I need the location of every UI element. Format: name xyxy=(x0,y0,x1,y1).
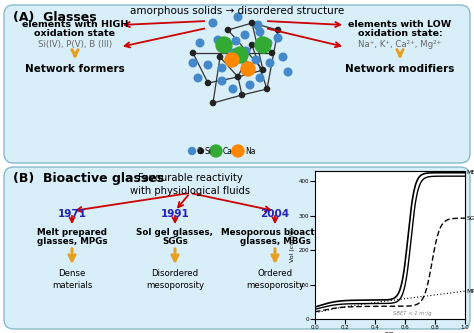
Text: MPGs: MPGs xyxy=(466,289,474,294)
Circle shape xyxy=(266,59,274,67)
Text: Ordered
mesoporosity: Ordered mesoporosity xyxy=(246,269,304,290)
Circle shape xyxy=(229,49,237,57)
Text: MBGs: MBGs xyxy=(466,170,474,175)
Text: Melt prepared: Melt prepared xyxy=(37,228,107,237)
Circle shape xyxy=(204,61,212,69)
Circle shape xyxy=(234,13,242,21)
Circle shape xyxy=(218,77,226,85)
Circle shape xyxy=(189,59,197,67)
Text: 1991: 1991 xyxy=(161,209,190,219)
Circle shape xyxy=(242,47,250,55)
Circle shape xyxy=(236,74,241,80)
Circle shape xyxy=(269,50,274,56)
Text: (B)  Bioactive glasses: (B) Bioactive glasses xyxy=(13,172,164,185)
Circle shape xyxy=(241,31,249,39)
Text: oxidation state: oxidation state xyxy=(35,29,116,38)
Text: SBET < 1 m²/g: SBET < 1 m²/g xyxy=(393,311,432,316)
Circle shape xyxy=(255,37,271,53)
Circle shape xyxy=(242,61,250,69)
Circle shape xyxy=(199,149,203,154)
Text: Na: Na xyxy=(245,147,255,156)
Text: Network formers: Network formers xyxy=(25,64,125,74)
Circle shape xyxy=(246,81,254,89)
Circle shape xyxy=(229,85,237,93)
Circle shape xyxy=(214,36,222,44)
Circle shape xyxy=(264,39,272,47)
Text: SGGs: SGGs xyxy=(466,216,474,221)
Text: oxidation state:: oxidation state: xyxy=(357,29,442,38)
Text: 1971: 1971 xyxy=(57,209,86,219)
Circle shape xyxy=(218,64,226,72)
Text: glasses, MBGs: glasses, MBGs xyxy=(239,237,310,246)
Circle shape xyxy=(216,37,232,53)
Text: Dense
materials: Dense materials xyxy=(52,269,92,290)
Circle shape xyxy=(279,53,287,61)
Circle shape xyxy=(209,19,217,27)
Text: Na⁺, K⁺, Ca²⁺, Mg²⁺: Na⁺, K⁺, Ca²⁺, Mg²⁺ xyxy=(358,40,442,49)
Circle shape xyxy=(225,53,239,67)
Circle shape xyxy=(249,20,255,26)
Circle shape xyxy=(241,62,255,76)
Text: elements with LOW: elements with LOW xyxy=(348,20,452,29)
Text: Sol gel glasses,: Sol gel glasses, xyxy=(137,228,213,237)
Text: glasses, MPGs: glasses, MPGs xyxy=(36,237,107,246)
Text: Disordered
mesoporosity: Disordered mesoporosity xyxy=(146,269,204,290)
Circle shape xyxy=(196,39,204,47)
Circle shape xyxy=(210,145,222,157)
Text: Si: Si xyxy=(204,147,211,156)
Circle shape xyxy=(252,56,260,64)
FancyBboxPatch shape xyxy=(4,5,470,163)
Circle shape xyxy=(254,21,262,29)
Circle shape xyxy=(274,34,282,42)
Circle shape xyxy=(249,42,255,48)
Circle shape xyxy=(264,86,270,92)
Text: elements with HIGH: elements with HIGH xyxy=(22,20,128,29)
Circle shape xyxy=(232,37,240,45)
Circle shape xyxy=(210,101,216,106)
Text: Network modifiers: Network modifiers xyxy=(346,64,455,74)
Y-axis label: Vol (cm³/g): Vol (cm³/g) xyxy=(290,228,295,262)
Circle shape xyxy=(260,67,265,73)
Circle shape xyxy=(256,28,264,36)
Text: (A)  Glasses: (A) Glasses xyxy=(13,11,97,24)
Text: SGGs: SGGs xyxy=(162,237,188,246)
Text: amorphous solids → disordered structure: amorphous solids → disordered structure xyxy=(130,6,344,16)
Text: 2004: 2004 xyxy=(260,209,290,219)
Text: Favourable reactivity
with physiological fluids: Favourable reactivity with physiological… xyxy=(130,173,250,196)
Circle shape xyxy=(189,148,195,155)
Circle shape xyxy=(232,145,244,157)
Circle shape xyxy=(194,74,202,82)
Circle shape xyxy=(275,27,281,33)
Circle shape xyxy=(256,74,264,82)
Text: Si(IV), P(V), B (III): Si(IV), P(V), B (III) xyxy=(38,40,112,49)
Text: Mesoporous bioactive: Mesoporous bioactive xyxy=(221,228,329,237)
X-axis label: P/P₀: P/P₀ xyxy=(384,332,396,333)
FancyBboxPatch shape xyxy=(4,167,470,329)
Circle shape xyxy=(232,47,248,63)
Circle shape xyxy=(239,92,245,98)
Text: Ca: Ca xyxy=(223,147,233,156)
Circle shape xyxy=(205,80,210,86)
Circle shape xyxy=(226,27,230,33)
Circle shape xyxy=(284,68,292,76)
Text: O: O xyxy=(197,147,202,156)
Circle shape xyxy=(218,54,223,60)
Circle shape xyxy=(191,50,196,56)
